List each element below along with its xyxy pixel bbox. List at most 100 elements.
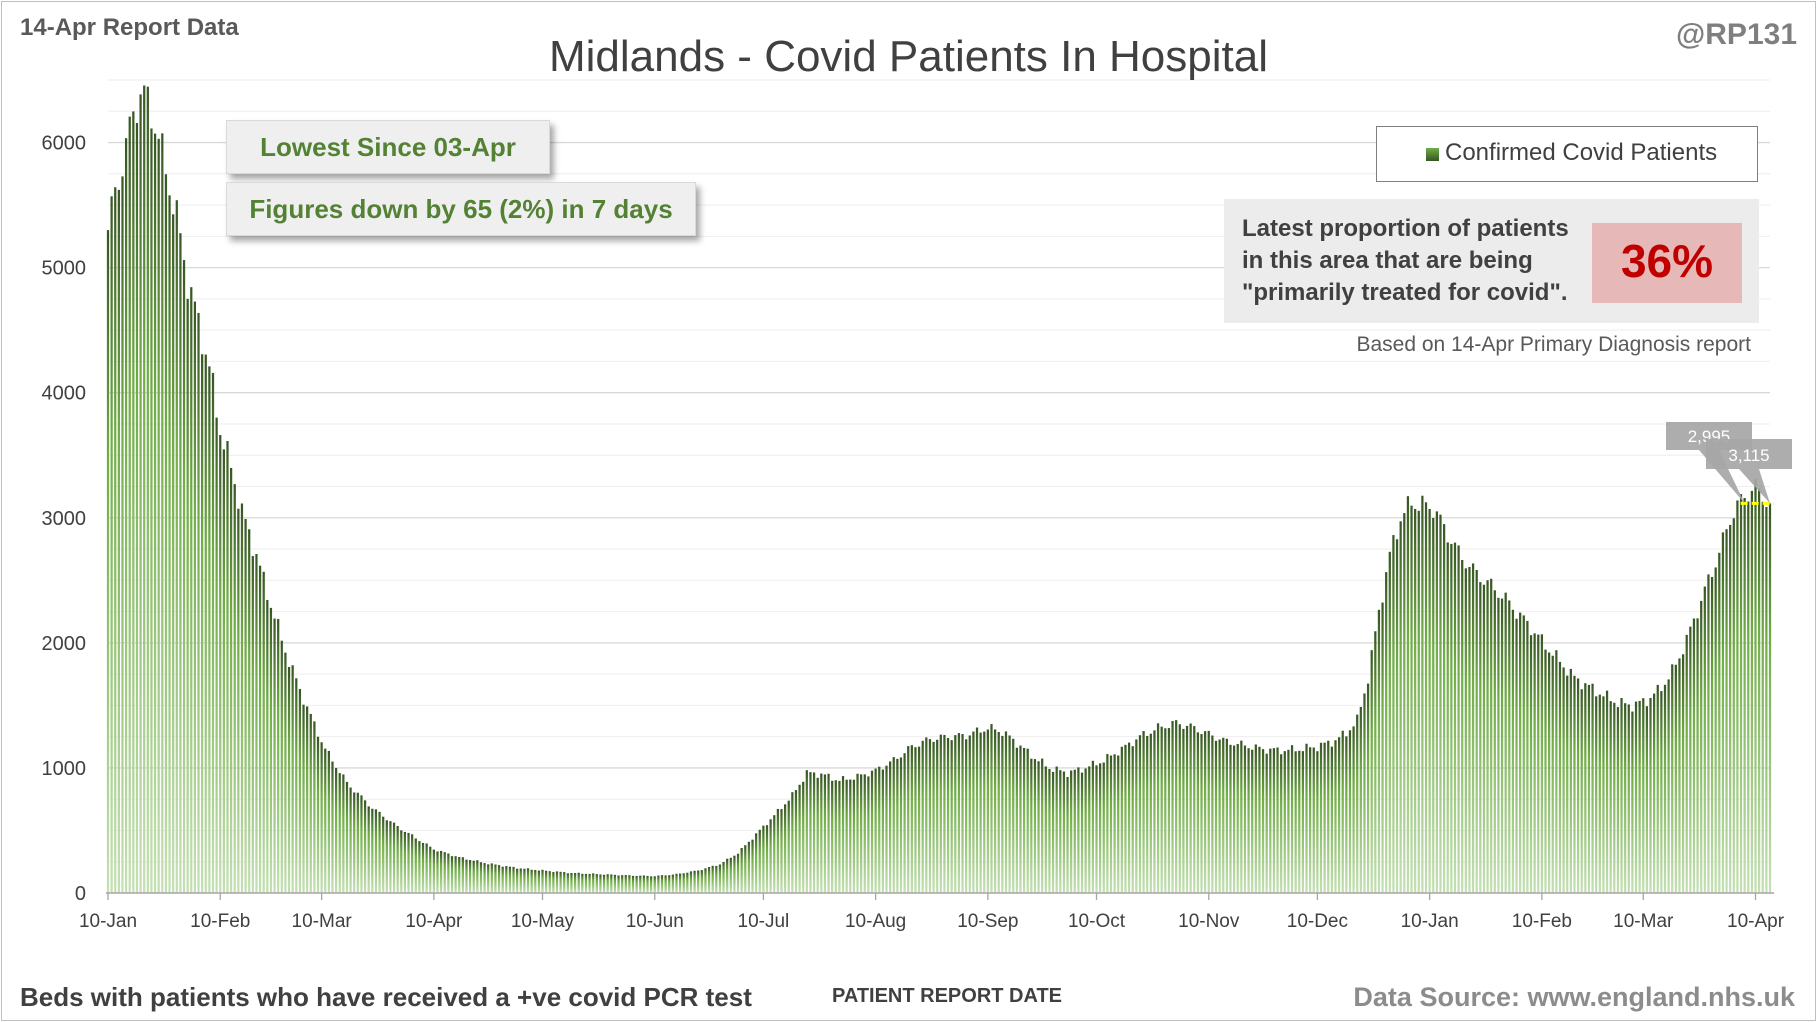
- bar: [1522, 615, 1525, 893]
- bar: [841, 776, 845, 893]
- bar: [1345, 736, 1348, 893]
- bar: [211, 372, 215, 893]
- x-tick-label: 10-Jan: [79, 911, 137, 932]
- callout-lowest-since: Lowest Since 03-Apr: [226, 120, 550, 174]
- bar: [443, 852, 446, 893]
- bar: [856, 773, 859, 893]
- bar: [331, 761, 334, 893]
- bar: [617, 875, 620, 893]
- bar: [1544, 649, 1547, 893]
- bar: [946, 738, 950, 893]
- bar: [650, 876, 653, 893]
- bar: [595, 874, 598, 893]
- bar: [240, 503, 244, 893]
- bar: [1182, 728, 1185, 893]
- bar: [1048, 769, 1051, 893]
- bar: [834, 780, 837, 893]
- bar: [479, 862, 483, 893]
- bar: [164, 174, 168, 893]
- bar: [1164, 728, 1167, 893]
- bar: [1703, 586, 1706, 893]
- bar: [1084, 768, 1087, 893]
- bar: [747, 841, 751, 893]
- bar: [1692, 618, 1696, 893]
- bar: [791, 792, 794, 893]
- x-tick-label: 10-Jan: [1401, 911, 1459, 932]
- bar: [1754, 478, 1757, 893]
- bar: [1015, 747, 1018, 893]
- bar: [729, 857, 732, 893]
- bar: [418, 841, 421, 893]
- bar: [552, 872, 555, 893]
- bar: [678, 873, 682, 893]
- bar: [1482, 584, 1486, 893]
- bar: [881, 769, 884, 893]
- bar: [1037, 761, 1040, 893]
- bar: [182, 260, 186, 894]
- bar: [476, 860, 479, 893]
- legend-swatch: [1426, 148, 1439, 161]
- bar: [153, 133, 157, 893]
- bar: [273, 618, 276, 893]
- bar: [740, 847, 743, 893]
- bar: [1739, 494, 1743, 893]
- bar: [997, 732, 1000, 893]
- bar: [845, 779, 848, 893]
- bar: [867, 776, 870, 893]
- bar: [110, 196, 113, 894]
- author-handle: @RP131: [1676, 18, 1797, 51]
- bar: [338, 773, 341, 893]
- bar: [1406, 496, 1410, 893]
- bar: [1171, 720, 1174, 893]
- bar: [979, 732, 982, 893]
- bar: [1146, 735, 1149, 893]
- bar: [537, 870, 541, 893]
- bar: [849, 779, 852, 893]
- bar: [1446, 542, 1449, 893]
- axes: 0 1000 2000 3000 4000 5000 6000 10-Jan 10-Feb 10-…: [42, 133, 1785, 932]
- bar: [1414, 508, 1417, 893]
- bar: [1642, 698, 1645, 893]
- bar: [823, 774, 827, 893]
- bar: [1453, 542, 1457, 893]
- bar: [161, 133, 164, 894]
- bar: [584, 873, 588, 893]
- bar: [1102, 762, 1105, 893]
- bar: [1225, 738, 1228, 893]
- bar: [1385, 572, 1388, 893]
- bar: [686, 872, 689, 893]
- data-label-callout: 3,115: [1706, 439, 1792, 504]
- bar: [1352, 726, 1355, 893]
- bar: [1316, 751, 1319, 893]
- bar: [1656, 684, 1659, 893]
- bar: [1504, 592, 1507, 893]
- bar: [197, 312, 200, 893]
- bar: [892, 757, 895, 893]
- bar: [548, 871, 551, 893]
- bar: [146, 86, 149, 893]
- bar: [143, 85, 146, 893]
- x-tick-label: 10-Aug: [845, 911, 906, 932]
- bar: [1685, 634, 1688, 893]
- bar: [508, 866, 512, 893]
- bar: [298, 688, 302, 893]
- bar: [309, 713, 312, 893]
- bar: [1417, 510, 1420, 893]
- bar: [1200, 734, 1203, 893]
- bar: [1196, 732, 1200, 893]
- bar: [780, 809, 783, 893]
- bar: [718, 864, 722, 893]
- bar: [356, 792, 359, 893]
- bar: [744, 845, 747, 893]
- bar: [255, 554, 258, 893]
- bar: [1529, 635, 1533, 893]
- bar: [168, 195, 171, 893]
- bar: [602, 874, 606, 893]
- bar: [447, 853, 450, 893]
- bar: [1305, 743, 1308, 893]
- bar: [222, 449, 225, 893]
- proportion-description: Latest proportion of patients in this ar…: [1242, 215, 1569, 306]
- bar: [776, 808, 779, 893]
- bar: [642, 875, 646, 893]
- bar: [675, 873, 678, 893]
